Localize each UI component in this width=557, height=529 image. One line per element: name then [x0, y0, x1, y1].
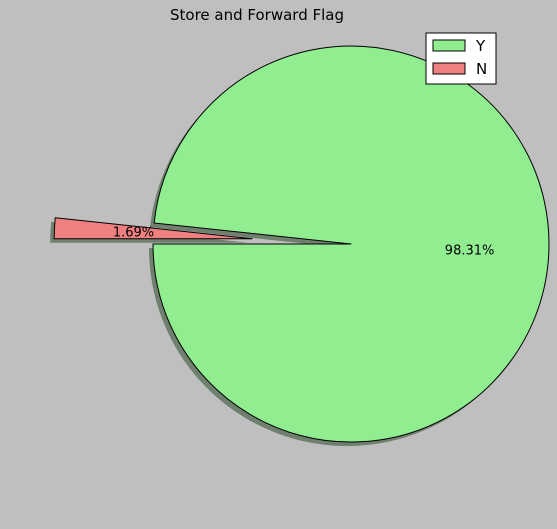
pie-slice-y	[152, 45, 550, 443]
legend-swatch-y	[432, 39, 466, 52]
chart-title: Store and Forward Flag	[170, 6, 344, 24]
percent-label-n: 1.69%	[113, 225, 154, 240]
percent-labels: 98.31% 1.69%	[113, 225, 495, 258]
slices	[53, 45, 550, 443]
legend-items: YN	[432, 37, 487, 78]
legend: YN	[425, 32, 497, 85]
percent-label-y: 98.31%	[445, 243, 495, 258]
pie-slice-n	[53, 217, 253, 240]
legend-label-n: N	[476, 60, 487, 78]
legend-label-y: Y	[475, 37, 486, 55]
legend-swatch-n	[432, 62, 466, 75]
